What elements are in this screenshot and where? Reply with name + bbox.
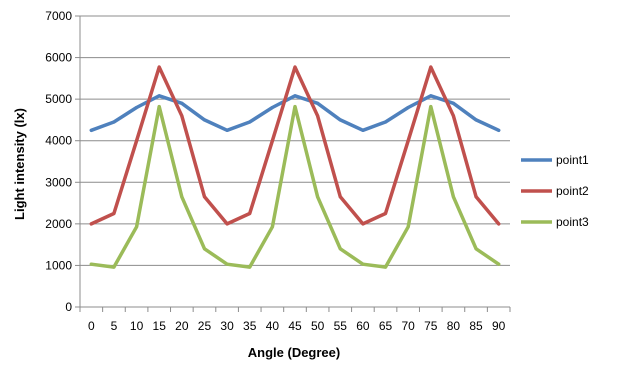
x-tick-label: 80 [447,319,461,333]
data-point-point3 [270,225,274,229]
gridlines [80,15,510,266]
y-tick-label: 2000 [45,217,72,231]
data-point-point3 [202,247,206,251]
x-tick-label: 75 [424,319,438,333]
legend-label-point3: point3 [556,215,589,229]
data-point-point3 [429,105,433,109]
data-point-point2 [180,114,184,118]
x-tick-label: 40 [266,319,280,333]
data-point-point2 [112,211,116,215]
data-point-point1 [270,105,274,109]
data-point-point2 [270,139,274,143]
x-tick-label: 65 [379,319,393,333]
y-tick-label: 7000 [45,9,72,23]
data-point-point3 [316,195,320,199]
data-point-point2 [293,65,297,69]
data-point-point3 [451,195,455,199]
x-tick-label: 15 [153,319,167,333]
data-point-point1 [316,101,320,105]
x-tick-label: 70 [401,319,415,333]
data-point-point2 [497,222,501,226]
data-point-point2 [316,114,320,118]
data-point-point2 [338,195,342,199]
data-point-point3 [225,262,229,266]
data-point-point2 [384,211,388,215]
data-point-point3 [135,225,139,229]
data-point-point2 [361,222,365,226]
x-axis-title: Angle (Degree) [248,345,340,360]
data-point-point1 [338,118,342,122]
data-point-point1 [225,128,229,132]
data-point-point3 [89,262,93,266]
data-point-point1 [406,105,410,109]
data-point-point3 [112,265,116,269]
data-point-point1 [112,120,116,124]
x-tick-label: 85 [469,319,483,333]
x-tick-label: 55 [334,319,348,333]
x-tick-label: 20 [175,319,189,333]
data-point-point1 [248,120,252,124]
x-tick-label: 5 [111,319,118,333]
data-point-point3 [497,262,501,266]
data-point-point2 [474,195,478,199]
x-tick-label: 90 [492,319,506,333]
data-point-point3 [338,247,342,251]
data-point-point3 [157,105,161,109]
y-tick-label: 5000 [45,92,72,106]
data-point-point2 [429,65,433,69]
data-point-point1 [135,105,139,109]
data-point-point2 [89,222,93,226]
series-lines [89,65,501,269]
data-point-point2 [406,139,410,143]
data-point-point3 [293,105,297,109]
x-tick-label: 0 [88,319,95,333]
legend-label-point2: point2 [556,184,589,198]
axes [75,15,511,312]
data-point-point2 [157,65,161,69]
data-point-point1 [474,118,478,122]
y-tick-label: 0 [65,300,72,314]
y-axis-title: Light intensity (lx) [12,108,27,220]
x-tick-label: 35 [243,319,257,333]
y-tick-label: 6000 [45,51,72,65]
y-tick-label: 4000 [45,134,72,148]
data-point-point1 [180,101,184,105]
data-point-point3 [248,265,252,269]
data-point-point3 [361,262,365,266]
data-point-point3 [384,265,388,269]
x-tick-label: 10 [130,319,144,333]
legend-label-point1: point1 [556,153,589,167]
data-point-point2 [135,139,139,143]
x-tick-label: 45 [288,319,302,333]
x-tick-label: 60 [356,319,370,333]
data-point-point1 [451,101,455,105]
data-point-point1 [89,128,93,132]
data-point-point3 [474,247,478,251]
data-point-point2 [225,222,229,226]
data-point-point2 [248,211,252,215]
series-line-point3 [89,104,501,269]
data-point-point3 [180,195,184,199]
data-point-point1 [202,118,206,122]
y-tick-label: 3000 [45,175,72,189]
x-tick-label: 50 [311,319,325,333]
x-tick-label: 25 [198,319,212,333]
tick-labels: 0 1000 2000 3000 4000 5000 6000 7000 0 5 10 15 20 25 3… [45,9,505,333]
data-point-point1 [429,94,433,98]
data-point-point2 [202,195,206,199]
data-point-point2 [451,114,455,118]
data-point-point1 [293,94,297,98]
data-point-point1 [361,128,365,132]
data-point-point3 [406,225,410,229]
data-point-point1 [384,120,388,124]
data-point-point1 [497,128,501,132]
y-tick-label: 1000 [45,258,72,272]
legend: point1 point2 point3 [521,153,589,229]
x-tick-label: 30 [220,319,234,333]
data-point-point1 [157,94,161,98]
